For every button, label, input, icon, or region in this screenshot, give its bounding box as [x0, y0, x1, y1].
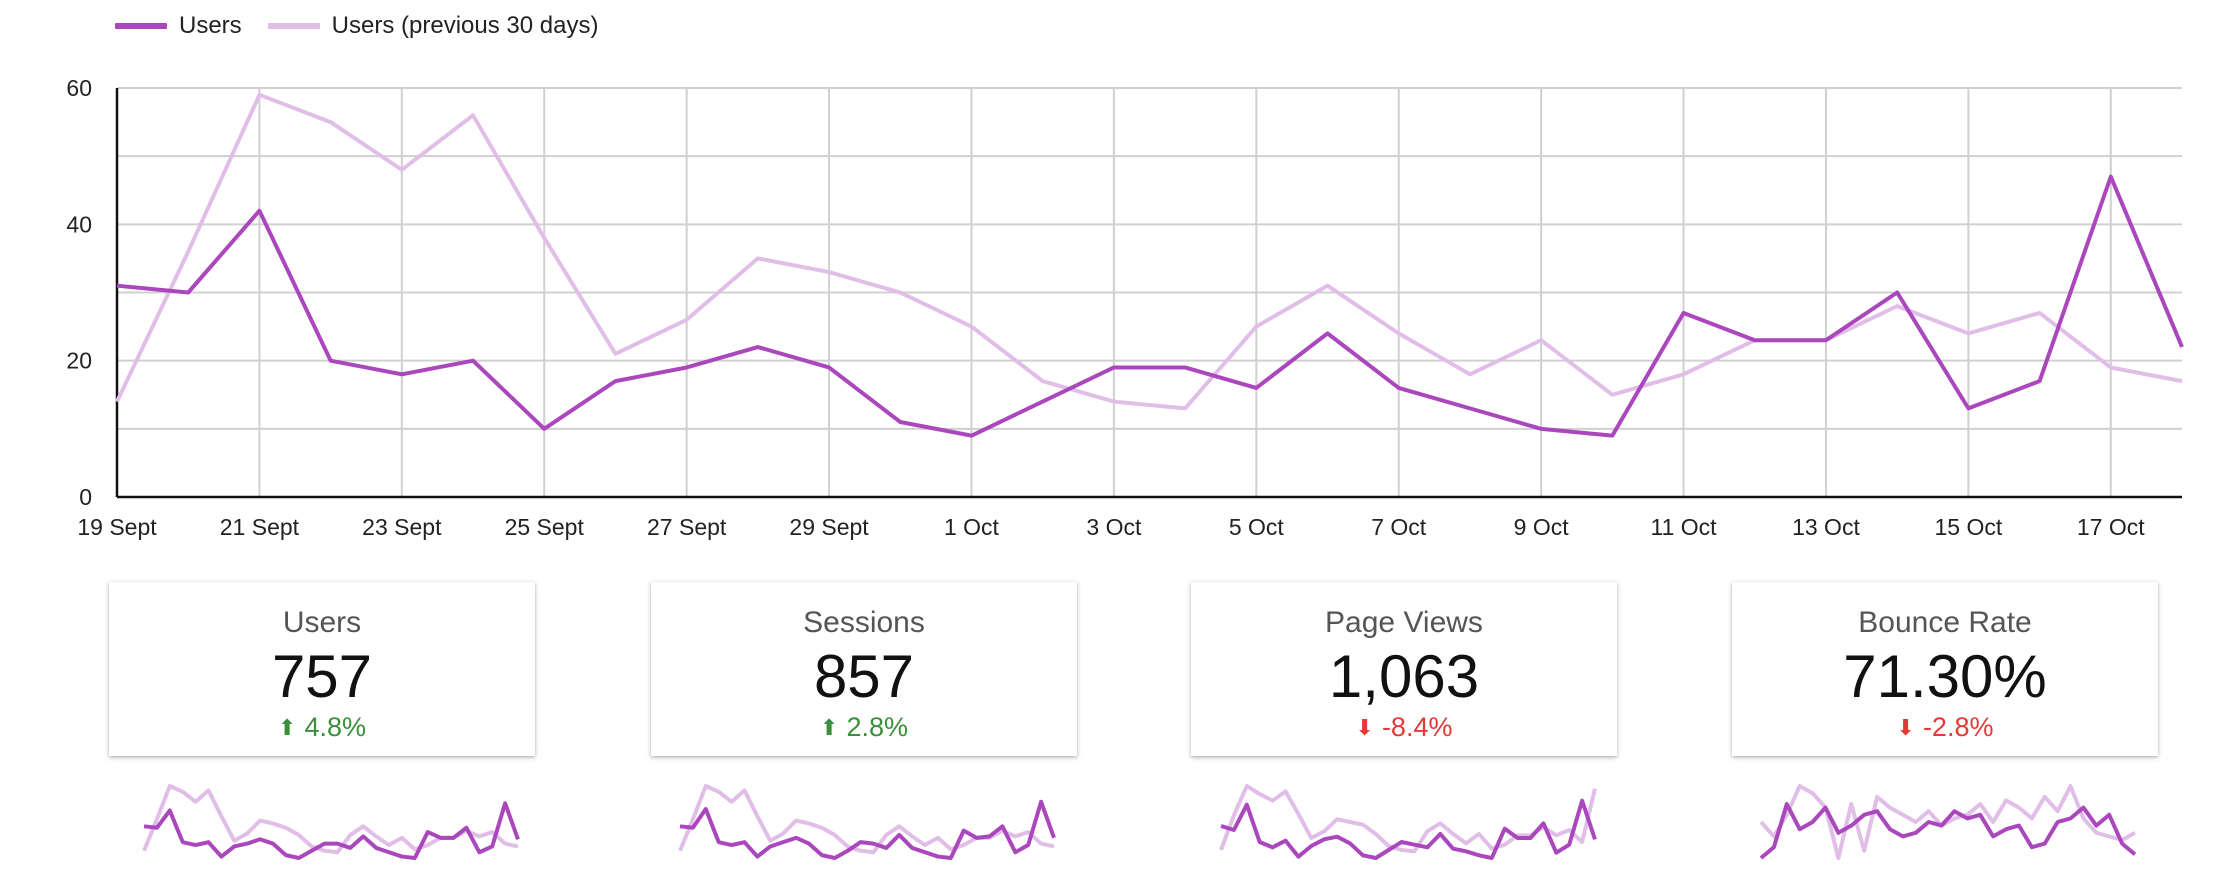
scorecard-bounce-rate[interactable]: Bounce Rate 71.30% ⬇ -2.8% — [1732, 582, 2158, 756]
legend-swatch-users-previous — [267, 23, 320, 29]
y-tick-label: 60 — [66, 75, 92, 101]
scorecard-value: 71.30% — [1843, 643, 2047, 710]
y-tick-label: 40 — [66, 211, 92, 237]
x-tick-label: 19 Sept — [77, 514, 157, 540]
x-tick-label: 1 Oct — [944, 514, 1000, 540]
scorecard-delta: ⬇ -2.8% — [1732, 712, 2158, 743]
arrow-down-icon: ⬇ — [1355, 714, 1374, 740]
scorecard-delta: ⬆ 4.8% — [109, 712, 535, 743]
legend-label-users: Users — [179, 12, 242, 39]
scorecard-delta-value: 4.8% — [304, 712, 366, 742]
arrow-down-icon: ⬇ — [1896, 714, 1915, 740]
y-tick-label: 0 — [79, 484, 92, 510]
scorecard-value: 857 — [813, 643, 915, 710]
x-tick-label: 25 Sept — [505, 514, 585, 540]
scorecard-delta: ⬇ -8.4% — [1191, 712, 1617, 743]
scorecard-users[interactable]: Users 757 ⬆ 4.8% — [109, 582, 535, 756]
x-tick-label: 7 Oct — [1371, 514, 1427, 540]
sparkline-current — [143, 801, 520, 860]
scorecard-title: Users — [282, 606, 362, 639]
sparkline-current — [1220, 798, 1597, 860]
scorecard-sessions[interactable]: Sessions 857 ⬆ 2.8% — [651, 582, 1077, 756]
x-tick-label: 27 Sept — [647, 514, 727, 540]
arrow-up-icon: ⬆ — [820, 714, 839, 740]
x-tick-label: 17 Oct — [2077, 514, 2145, 540]
x-tick-label: 23 Sept — [362, 514, 442, 540]
scorecard-title: Page Views — [1325, 606, 1483, 639]
scorecard-delta-value: -2.8% — [1922, 712, 1994, 742]
scorecard-title: Sessions — [803, 606, 925, 639]
scorecard-delta-value: 2.8% — [846, 712, 908, 742]
sparkline-page-views — [1219, 784, 1597, 860]
scorecard-page-views[interactable]: Page Views 1,063 ⬇ -8.4% — [1191, 582, 1617, 756]
x-tick-label: 5 Oct — [1229, 514, 1285, 540]
chart-legend: Users Users (previous 30 days) — [115, 12, 598, 40]
x-tick-label: 9 Oct — [1514, 514, 1570, 540]
series-line-users[interactable] — [116, 174, 2184, 438]
arrow-up-icon: ⬆ — [278, 714, 297, 740]
sparkline-previous — [1759, 784, 2136, 860]
sparkline-current — [1759, 802, 2137, 860]
x-tick-label: 11 Oct — [1651, 514, 1718, 540]
legend-swatch-users — [115, 23, 167, 29]
x-tick-label: 29 Sept — [789, 514, 869, 540]
legend-item-users[interactable]: Users — [115, 12, 242, 40]
y-tick-label: 20 — [66, 348, 92, 374]
sparkline-bounce-rate — [1759, 784, 2137, 860]
legend-item-users-previous[interactable]: Users (previous 30 days) — [267, 12, 599, 40]
legend-label-users-previous: Users (previous 30 days) — [331, 12, 599, 39]
scorecard-delta: ⬆ 2.8% — [651, 712, 1077, 743]
sparkline-users — [142, 784, 520, 860]
sparkline-current — [679, 799, 1056, 860]
users-line-chart: 19 Sept 21 Sept 23 Sept 25 Sept 27 Sept 29 Se… — [66, 75, 2184, 540]
scorecard-delta-value: -8.4% — [1381, 712, 1453, 742]
sparkline-sessions — [678, 784, 1056, 860]
x-tick-label: 21 Sept — [220, 514, 300, 540]
scorecard-value: 1,063 — [1328, 643, 1480, 710]
x-tick-label: 15 Oct — [1934, 514, 2002, 540]
scorecard-title: Bounce Rate — [1858, 606, 2032, 639]
x-tick-label: 3 Oct — [1086, 514, 1142, 540]
x-tick-label: 13 Oct — [1792, 514, 1860, 540]
scorecard-value: 757 — [271, 643, 373, 710]
